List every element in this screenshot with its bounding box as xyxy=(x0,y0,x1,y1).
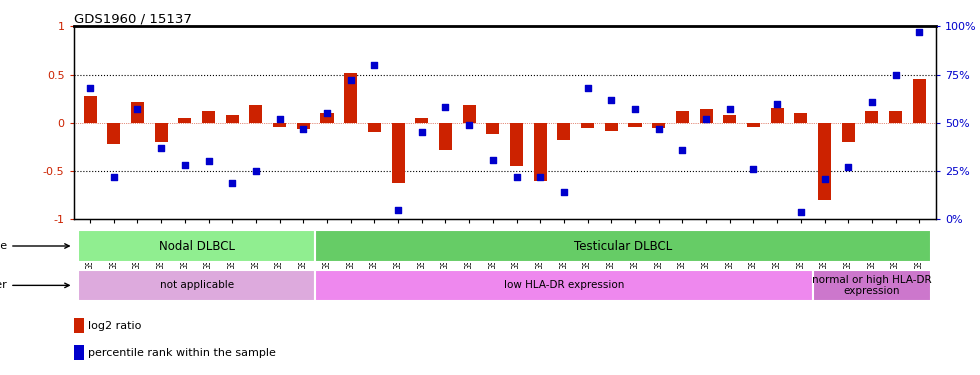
Bar xyxy=(392,123,405,183)
Bar xyxy=(605,123,617,130)
Bar xyxy=(723,115,736,123)
Text: low HLA-DR expression: low HLA-DR expression xyxy=(504,280,624,290)
Point xyxy=(296,126,312,132)
Bar xyxy=(463,105,475,123)
Bar xyxy=(225,115,239,123)
Bar xyxy=(368,123,381,132)
Bar xyxy=(652,123,665,128)
Point xyxy=(414,129,429,135)
Bar xyxy=(78,231,316,261)
Point xyxy=(319,110,335,116)
Point xyxy=(532,174,548,180)
Text: log2 ratio: log2 ratio xyxy=(88,321,141,331)
Bar xyxy=(316,231,931,261)
Point xyxy=(627,106,643,112)
Bar xyxy=(155,123,168,142)
Point xyxy=(343,77,359,83)
Bar xyxy=(700,109,712,123)
Bar xyxy=(889,111,903,123)
Point xyxy=(271,116,287,122)
Point xyxy=(556,189,571,195)
Point xyxy=(390,207,406,213)
Point xyxy=(888,72,904,78)
Bar xyxy=(250,105,263,123)
Point xyxy=(604,97,619,103)
Point xyxy=(746,166,761,172)
Bar xyxy=(297,123,310,129)
Bar xyxy=(344,73,358,123)
Text: Testicular DLBCL: Testicular DLBCL xyxy=(574,240,672,252)
Point xyxy=(82,85,98,91)
Bar xyxy=(747,123,760,127)
Point xyxy=(580,85,596,91)
Bar xyxy=(83,96,97,123)
Text: Nodal DLBCL: Nodal DLBCL xyxy=(159,240,234,252)
Bar xyxy=(676,111,689,123)
Point xyxy=(462,122,477,128)
Bar xyxy=(628,123,642,127)
Point xyxy=(153,145,169,151)
Point xyxy=(106,174,122,180)
Bar xyxy=(534,123,547,181)
Point xyxy=(248,168,264,174)
Bar xyxy=(795,113,808,123)
Text: percentile rank within the sample: percentile rank within the sample xyxy=(88,348,276,358)
Point xyxy=(201,158,217,164)
Point xyxy=(698,116,713,122)
Point xyxy=(651,126,666,132)
Point xyxy=(674,147,690,153)
Bar xyxy=(486,123,500,134)
Point xyxy=(722,106,738,112)
Bar xyxy=(770,108,784,123)
Point xyxy=(367,62,382,68)
Point xyxy=(816,176,832,182)
Point xyxy=(911,29,927,35)
Point xyxy=(864,99,880,105)
Bar xyxy=(865,111,878,123)
Text: other: other xyxy=(0,280,70,290)
Bar xyxy=(74,345,84,360)
Bar xyxy=(178,118,191,123)
Bar xyxy=(131,102,144,123)
Bar xyxy=(818,123,831,200)
Point xyxy=(769,100,785,106)
Point xyxy=(224,180,240,186)
Bar xyxy=(202,111,215,123)
Point xyxy=(509,174,524,180)
Bar xyxy=(439,123,452,150)
Text: GDS1960 / 15137: GDS1960 / 15137 xyxy=(74,12,191,25)
Bar xyxy=(78,270,316,301)
Bar xyxy=(558,123,570,140)
Bar xyxy=(812,270,931,301)
Text: disease state: disease state xyxy=(0,241,70,251)
Bar xyxy=(912,80,926,123)
Bar xyxy=(416,118,428,123)
Point xyxy=(129,106,145,112)
Bar xyxy=(510,123,523,166)
Point xyxy=(793,209,808,214)
Point xyxy=(841,164,857,170)
Bar xyxy=(273,123,286,127)
Point xyxy=(485,156,501,162)
Bar xyxy=(842,123,855,142)
Bar xyxy=(74,318,84,333)
Bar xyxy=(320,113,333,123)
Text: not applicable: not applicable xyxy=(160,280,234,290)
Point xyxy=(177,162,193,168)
Bar xyxy=(316,270,812,301)
Bar xyxy=(107,123,121,144)
Point xyxy=(438,104,454,110)
Bar xyxy=(581,123,594,128)
Text: normal or high HLA-DR
expression: normal or high HLA-DR expression xyxy=(812,274,932,296)
